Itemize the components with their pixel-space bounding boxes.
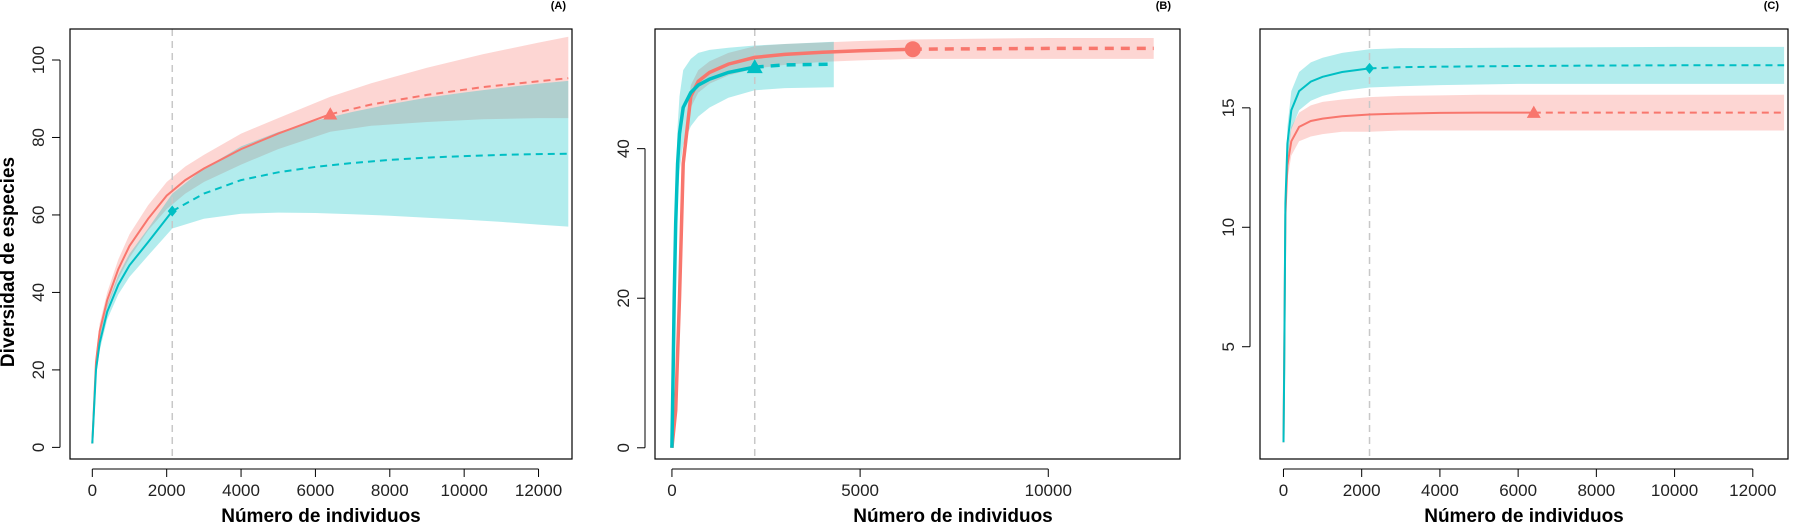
x-tick-label: 0: [667, 481, 676, 500]
y-tick-label: 40: [614, 139, 633, 158]
x-tick-label: 12000: [1729, 481, 1776, 500]
panel-label-a: (A): [551, 0, 567, 12]
reference-marker-cyan: [746, 59, 763, 74]
plot-frame: [654, 28, 1181, 460]
plot-frame: [1259, 28, 1789, 460]
reference-marker-red: [323, 107, 338, 120]
x-tick-label: 10000: [441, 481, 488, 500]
x-tick-label: 8000: [1577, 481, 1615, 500]
x-tick-label: 5000: [841, 481, 879, 500]
confidence-band-cyan: [671, 41, 834, 448]
x-tick-label: 4000: [222, 481, 260, 500]
reference-marker-red: [1526, 105, 1541, 118]
y-tick-label: 100: [29, 46, 48, 74]
plot-frame: [69, 28, 573, 460]
plot-area: [91, 29, 569, 459]
x-tick-label: 2000: [1343, 481, 1381, 500]
chart-panel-b: (B) Número de individuos 0 5000 10000 0 20 40: [614, 0, 1181, 525]
y-tick-label: 60: [29, 205, 48, 224]
confidence-band-red: [1283, 94, 1785, 443]
y-tick-label: 20: [29, 360, 48, 379]
chart-panel-a: (A) Diversidad de especies Número de ind…: [0, 0, 573, 525]
series-line-cyan: [91, 210, 174, 444]
y-tick-label: 5: [1219, 342, 1238, 351]
x-tick-label: 0: [88, 481, 97, 500]
series-extrapolation-cyan: [171, 152, 569, 212]
x-tick-label: 4000: [1421, 481, 1459, 500]
confidence-band-cyan: [1283, 46, 1785, 443]
x-axis-title-a: Número de individuos: [221, 506, 421, 525]
x-tick-label: 6000: [1499, 481, 1537, 500]
y-tick-label: 20: [614, 289, 633, 308]
plot-area: [1282, 29, 1785, 459]
chart-panel-c: (C) Número de individuos 0 2000 4000 6000 80…: [1219, 0, 1789, 525]
series-extrapolation-red: [330, 77, 569, 116]
x-tick-label: 0: [1279, 481, 1288, 500]
reference-marker-red: [904, 41, 921, 58]
x-tick-label: 6000: [297, 481, 335, 500]
series-line-red: [91, 113, 331, 444]
x-tick-label: 10000: [1025, 481, 1072, 500]
series-line-red: [670, 47, 913, 448]
series-line-red: [1282, 111, 1534, 443]
series-line-cyan: [1282, 67, 1370, 443]
x-tick-label: 12000: [515, 481, 562, 500]
series-line-cyan: [670, 65, 756, 448]
confidence-band-red: [671, 38, 1154, 448]
y-tick-label: 80: [29, 128, 48, 147]
x-axis-title-b: Número de individuos: [853, 506, 1053, 525]
y-tick-label: 0: [614, 443, 633, 452]
x-tick-label: 8000: [371, 481, 409, 500]
confidence-band-cyan: [92, 80, 569, 444]
reference-marker-cyan: [1364, 62, 1375, 75]
reference-marker-cyan: [167, 205, 177, 217]
plot-area: [670, 29, 1154, 459]
y-tick-label: 0: [29, 443, 48, 452]
y-axis-title: Diversidad de especies: [0, 157, 19, 367]
y-tick-label: 40: [29, 283, 48, 302]
x-axis-title-c: Número de individuos: [1424, 506, 1624, 525]
x-tick-label: 10000: [1651, 481, 1698, 500]
series-extrapolation-cyan: [1369, 64, 1785, 70]
y-tick-label: 10: [1219, 218, 1238, 237]
y-tick-label: 15: [1219, 98, 1238, 117]
series-extrapolation-red: [912, 46, 1154, 51]
panel-label-b: (B): [1156, 0, 1172, 12]
panel-label-c: (C): [1764, 0, 1780, 12]
x-tick-label: 2000: [148, 481, 186, 500]
